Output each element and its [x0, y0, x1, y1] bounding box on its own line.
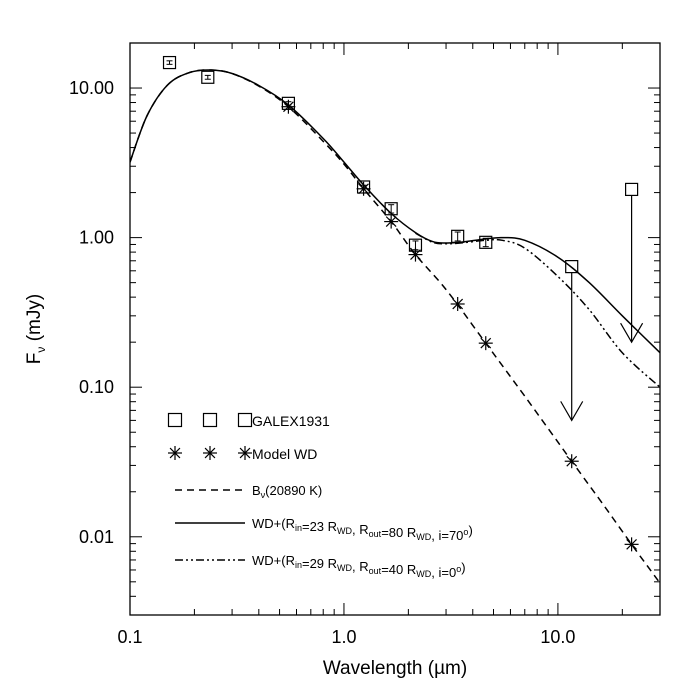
y-tick-label: 0.10	[79, 377, 114, 397]
galex-point	[625, 182, 639, 197]
x-tick-label: 10.0	[540, 627, 575, 647]
legend-label: GALEX1931	[252, 413, 330, 429]
x-axis-label: Wavelength (µm)	[323, 658, 467, 679]
series-line-solid	[130, 69, 660, 354]
model-wd-point	[624, 537, 639, 552]
axis-ticks	[129, 42, 661, 616]
legend-marker-square	[167, 412, 183, 428]
model-wd-point	[384, 214, 399, 229]
x-tick-label: 0.1	[117, 627, 142, 647]
y-tick-label: 10.00	[69, 78, 114, 98]
plot-frame	[129, 42, 661, 616]
legend-label: Bν(20890 K)	[252, 483, 322, 500]
data-markers	[162, 55, 644, 552]
axis-tick-labels: 0.1 1.0 10.0 0.01 0.10 1.00 10.00	[69, 78, 575, 647]
model-wd-point	[356, 181, 371, 196]
y-tick-label: 1.00	[79, 228, 114, 248]
legend-label: Model WD	[252, 446, 317, 462]
series-line-dashed	[130, 69, 660, 584]
model-wd-point	[408, 247, 423, 262]
galex-point	[162, 55, 177, 70]
legend-label: WD+(Rin=23 RWD, Rout=80 RWD, i=70o)	[252, 516, 473, 543]
upper-limit-arrowhead	[560, 401, 584, 422]
model-curves	[130, 69, 660, 584]
x-tick-label: 1.0	[331, 627, 356, 647]
y-axis-label: Fν (mJy)	[24, 294, 48, 364]
legend-marker-asterisk	[238, 446, 252, 460]
model-wd-point	[564, 454, 579, 469]
galex-point	[451, 229, 465, 243]
galex-point	[201, 70, 215, 84]
galex-point	[479, 235, 493, 249]
model-wd-point	[281, 99, 296, 114]
legend-label: WD+(Rin=29 RWD, Rout=40 RWD, i=0o)	[252, 553, 466, 580]
model-wd-point	[450, 296, 465, 311]
y-tick-label: 0.01	[79, 527, 114, 547]
legend-marker-asterisk	[203, 446, 217, 460]
upper-limit-arrowhead	[620, 322, 644, 344]
legend-marker-square	[202, 412, 218, 428]
series-line-dashdot	[415, 232, 660, 388]
legend-marker-asterisk	[168, 446, 182, 460]
model-wd-point	[478, 336, 493, 351]
legend-marker-square	[237, 412, 253, 428]
legend: GALEX1931 Model WD Bν(20890 K) WD+(Rin=23 R…	[167, 412, 473, 580]
